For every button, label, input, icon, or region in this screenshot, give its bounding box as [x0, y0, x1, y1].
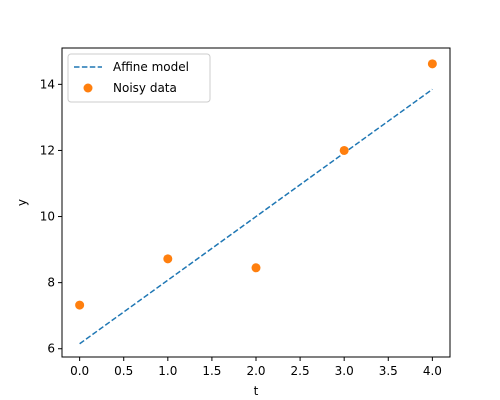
data-point [339, 145, 349, 155]
plot-marks [75, 59, 437, 345]
legend-swatch-marker [83, 83, 93, 93]
x-tick-label: 3.0 [335, 364, 354, 378]
x-tick-label: 0.0 [70, 364, 89, 378]
x-axis: 0.0 0.5 1.0 1.5 2.0 2.5 3.0 3.5 4.0 [70, 357, 442, 378]
y-tick-label: 12 [40, 143, 55, 157]
x-tick-label: 4.0 [423, 364, 442, 378]
y-axis: 6 8 10 12 14 [40, 77, 62, 356]
data-point [427, 59, 437, 69]
series-line-affine-model [79, 88, 433, 345]
legend-label: Noisy data [113, 81, 177, 95]
data-point [163, 254, 173, 264]
x-tick-label: 2.5 [291, 364, 310, 378]
x-tick-label: 2.0 [246, 364, 265, 378]
legend-label: Affine model [113, 60, 189, 74]
data-point [75, 300, 85, 310]
x-tick-label: 3.5 [379, 364, 398, 378]
y-axis-label: y [15, 199, 29, 206]
x-tick-label: 1.5 [202, 364, 221, 378]
y-tick-label: 14 [40, 77, 55, 91]
y-tick-label: 8 [47, 276, 55, 290]
data-point [251, 263, 261, 273]
legend: Affine model Noisy data [67, 53, 211, 103]
x-tick-label: 1.0 [158, 364, 177, 378]
y-tick-label: 10 [40, 210, 55, 224]
y-tick-label: 6 [47, 342, 55, 356]
legend-box [67, 53, 211, 103]
x-tick-label: 0.5 [114, 364, 133, 378]
x-axis-label: t [254, 384, 259, 398]
